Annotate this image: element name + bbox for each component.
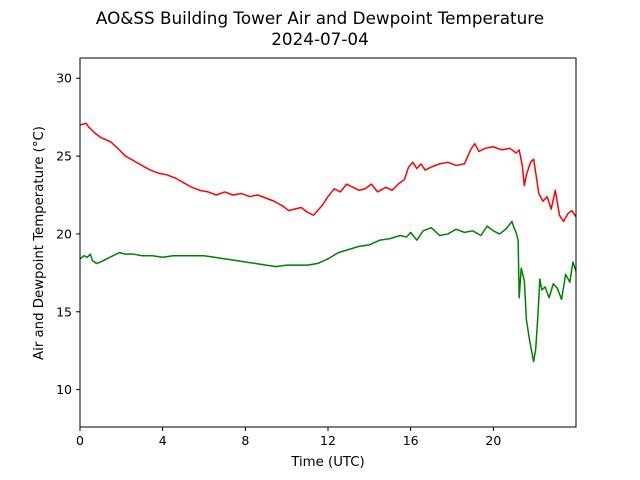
chart-title-line1: AO&SS Building Tower Air and Dewpoint Te… [96,8,544,28]
y-tick-label: 15 [56,304,72,319]
series-layer [79,122,577,363]
x-tick-label: 8 [241,433,249,448]
x-tick-label: 12 [320,433,336,448]
x-tick-label: 0 [76,433,84,448]
y-tick-label: 30 [56,71,72,86]
plot-frame [79,57,577,428]
x-tick-label: 20 [485,433,501,448]
x-axis: 0 4 8 12 16 20 [76,427,501,448]
x-axis-label: Time (UTC) [290,455,365,470]
x-tick-label: 16 [403,433,419,448]
y-tick-label: 10 [56,382,72,397]
series-line-1 [79,122,577,223]
series-line-2 [79,220,577,363]
chart-title-line2: 2024-07-04 [271,29,369,49]
y-axis-label: Air and Dewpoint Temperature (°C) [32,126,47,360]
y-tick-label: 20 [56,226,72,241]
x-tick-label: 4 [159,433,167,448]
y-axis: 10 15 20 25 30 [56,71,80,397]
y-tick-label: 25 [56,149,72,164]
